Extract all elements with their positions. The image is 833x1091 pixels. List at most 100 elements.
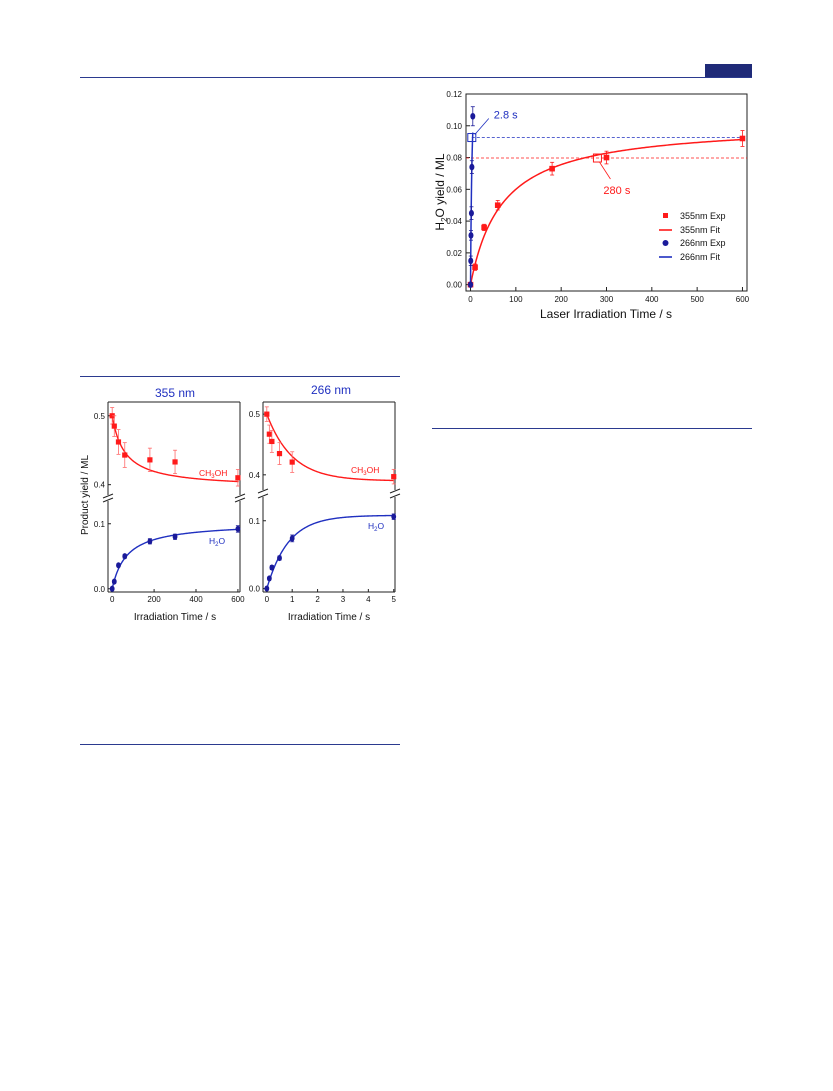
- x-axis-label-355: Irradiation Time / s: [134, 612, 216, 623]
- y-tick-lower-label-0: 0.0: [249, 585, 261, 594]
- point-h2o-4: [289, 535, 295, 542]
- x-tick-label-0: 0: [110, 595, 115, 604]
- axis-break-mark-right-2: [389, 493, 401, 499]
- point-ch3oh-0: [264, 411, 270, 417]
- x-tick-label-2: 400: [189, 595, 203, 604]
- y-tick-upper-label-1: 0.5: [94, 412, 106, 421]
- axis-break-gap-left: [258, 491, 268, 496]
- x-tick-label-4: 400: [645, 295, 659, 304]
- x-tick-label-1: 200: [147, 595, 161, 604]
- point-ch3oh-4: [147, 457, 153, 463]
- panel-title-266: 266 nm: [311, 383, 351, 397]
- x-tick-label-5: 500: [690, 295, 704, 304]
- point-266nm-2: [468, 232, 474, 239]
- y-axis-label: H2O yield / ML: [433, 153, 449, 230]
- point-266nm-5: [470, 112, 476, 120]
- x-tick-label-0: 0: [265, 595, 270, 604]
- annotation-leader-2-8s: [474, 118, 490, 135]
- x-tick-label-4: 4: [366, 595, 371, 604]
- annotation-box-2-8s: [467, 133, 477, 143]
- y-label-part-1: H: [433, 222, 447, 231]
- point-355nm-4: [549, 165, 555, 172]
- point-266nm-4: [469, 163, 475, 171]
- y-axis-label-355: Product yield / ML: [80, 455, 91, 535]
- fit-curve-ch3oh: [266, 413, 394, 482]
- point-355nm-3: [494, 202, 501, 209]
- point-h2o-0: [264, 585, 270, 592]
- axis-break-mark-right-1: [389, 488, 401, 494]
- axis-break-mark-left-2: [102, 497, 114, 503]
- fit-curve-ch3oh: [111, 415, 239, 483]
- y-tick-label-3: 0.06: [446, 185, 462, 194]
- x-axis-label: Laser Irradiation Time / s: [540, 307, 672, 321]
- legend-marker-355-exp: [663, 213, 668, 218]
- point-ch3oh-5: [172, 459, 178, 465]
- annotation-box-280s: [592, 153, 602, 163]
- point-355nm-5: [603, 154, 610, 161]
- axis-break-gap-right: [235, 496, 245, 500]
- x-tick-label-3: 300: [600, 295, 614, 304]
- label-ch3oh-355: CH3OH: [199, 468, 227, 480]
- point-h2o-3: [277, 554, 282, 562]
- legend-266-exp: 266nm Exp: [680, 238, 726, 248]
- fit-curve-h2o: [266, 514, 394, 589]
- point-ch3oh-2: [115, 439, 122, 445]
- annotation-2-8s: 2.8 s: [494, 110, 518, 122]
- axis-break-mark-right-1: [234, 493, 246, 499]
- x-tick-label-2: 200: [554, 295, 568, 304]
- point-ch3oh-3: [276, 450, 283, 457]
- y-tick-label-6: 0.12: [446, 90, 462, 99]
- point-355nm-1: [472, 264, 478, 270]
- x-tick-label-2: 2: [315, 595, 320, 604]
- point-ch3oh-4: [289, 459, 295, 465]
- point-ch3oh-1: [111, 423, 117, 429]
- point-h2o-3: [122, 553, 128, 560]
- y-tick-lower-label-1: 0.1: [249, 517, 261, 526]
- x-tick-label-1: 1: [290, 595, 295, 604]
- x-tick-label-3: 3: [341, 595, 346, 604]
- point-h2o-5: [172, 533, 178, 540]
- header-rule: [80, 77, 752, 78]
- x-tick-label-1: 100: [509, 295, 523, 304]
- point-h2o-2: [116, 562, 121, 569]
- header-tab: [705, 64, 752, 77]
- legend: 355nm Exp 355nm Fit 266nm Exp 266nm Fit: [659, 211, 726, 262]
- axis-break-mark-right-2: [234, 497, 246, 503]
- point-ch3oh-5: [391, 474, 397, 480]
- y-tick-lower-label-0: 0.0: [94, 585, 106, 594]
- point-h2o-1: [111, 578, 117, 585]
- point-ch3oh-6: [235, 475, 241, 481]
- figure-h2o-yield: 0 100 200 300 400 500 600 0.00 0.02 0.04 0.06 0.08 0…: [433, 90, 750, 321]
- axis-break-mark-left-2: [257, 493, 269, 499]
- y-tick-upper-label-0: 0.4: [94, 481, 106, 490]
- label-ch3oh-266: CH3OH: [351, 465, 379, 477]
- y-tick-upper-label-1: 0.5: [249, 410, 261, 419]
- y-tick-label-5: 0.10: [446, 122, 462, 131]
- legend-marker-266-exp: [662, 240, 669, 246]
- label-h2o-266: H2O: [368, 521, 384, 533]
- y-label-subscript: 2: [440, 217, 449, 222]
- point-h2o-6: [235, 525, 241, 533]
- y-tick-upper-label-0: 0.4: [249, 471, 261, 480]
- axis-break-mark-left-1: [257, 488, 269, 494]
- point-266nm-0: [468, 281, 474, 288]
- axis-break-gap-left: [103, 496, 113, 500]
- figure-266nm: 266 nm 0 1 2 3 4 5 0.4 0.5 0.0 0.1 CH3OH H2O Irra…: [249, 383, 401, 623]
- x-tick-label-0: 0: [468, 295, 473, 304]
- point-h2o-4: [147, 538, 153, 545]
- point-266nm-1: [468, 257, 474, 265]
- point-h2o-0: [109, 585, 115, 592]
- annotation-leader-280s: [599, 161, 611, 180]
- point-h2o-1: [266, 575, 272, 582]
- y-tick-label-2: 0.04: [446, 217, 462, 226]
- point-ch3oh-3: [122, 452, 128, 458]
- axis-break-mark-left-1: [102, 493, 114, 499]
- point-266nm-3: [468, 209, 474, 217]
- point-355nm-6: [739, 135, 746, 142]
- x-tick-label-6: 600: [736, 295, 750, 304]
- point-h2o-2: [269, 564, 275, 571]
- label-h2o-355: H2O: [209, 536, 225, 548]
- point-h2o-5: [391, 513, 397, 520]
- x-tick-label-5: 5: [392, 595, 397, 604]
- y-tick-lower-label-1: 0.1: [94, 520, 106, 529]
